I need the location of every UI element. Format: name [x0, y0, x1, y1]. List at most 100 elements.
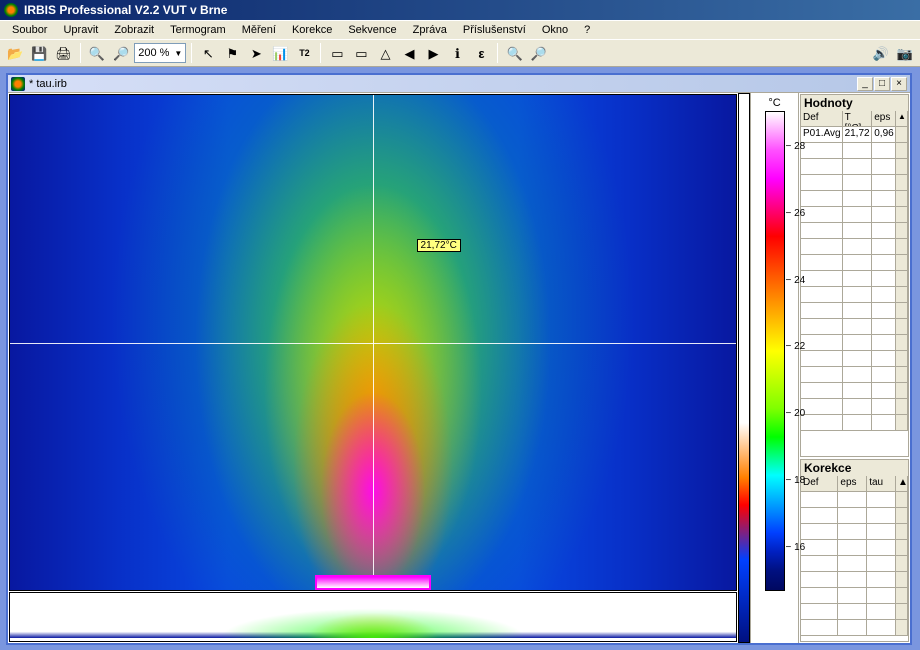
- col-tau[interactable]: tau: [867, 476, 896, 492]
- korekce-table[interactable]: Def eps tau ▲: [801, 476, 908, 641]
- save-button[interactable]: 💾: [28, 42, 50, 64]
- zoom-reset-button[interactable]: 🔎: [528, 42, 550, 64]
- scroll-track[interactable]: [896, 127, 908, 143]
- table-row[interactable]: [801, 383, 908, 399]
- menu-zobrazit[interactable]: Zobrazit: [106, 22, 162, 38]
- measurement-label[interactable]: 21,72°C: [417, 239, 461, 252]
- hodnoty-title: Hodnoty: [801, 95, 908, 111]
- table-row[interactable]: [801, 191, 908, 207]
- separator: [320, 43, 321, 63]
- hodnoty-table[interactable]: Def T [°C] eps ▲ P01.Avg21,720,96: [801, 111, 908, 456]
- window-buttons: _ □ ×: [857, 77, 907, 91]
- left-icon: ◀: [404, 47, 414, 60]
- table-row[interactable]: [801, 604, 908, 620]
- minimize-button[interactable]: _: [857, 77, 873, 91]
- table-row[interactable]: [801, 335, 908, 351]
- app-title: IRBIS Professional V2.2 VUT v Brne: [24, 3, 227, 17]
- table-row[interactable]: [801, 524, 908, 540]
- separator: [80, 43, 81, 63]
- menu-okno[interactable]: Okno: [534, 22, 576, 38]
- table-row[interactable]: [801, 399, 908, 415]
- scale-tick: − 28: [786, 141, 806, 152]
- col-t[interactable]: T [°C]: [843, 111, 873, 127]
- table-row[interactable]: [801, 159, 908, 175]
- rect-button[interactable]: ▭: [326, 42, 348, 64]
- table-row[interactable]: [801, 175, 908, 191]
- table-row[interactable]: [801, 143, 908, 159]
- menu-korekce[interactable]: Korekce: [284, 22, 340, 38]
- table-row[interactable]: [801, 415, 908, 431]
- pointer-button[interactable]: ➤: [245, 42, 267, 64]
- close-button[interactable]: ×: [891, 77, 907, 91]
- cell-t: 21,72: [843, 127, 873, 143]
- table-row[interactable]: [801, 572, 908, 588]
- menu-sekvence[interactable]: Sekvence: [340, 22, 404, 38]
- rect2-button[interactable]: ▭: [350, 42, 372, 64]
- table-row[interactable]: [801, 271, 908, 287]
- table-row[interactable]: [801, 223, 908, 239]
- right-button[interactable]: ▶: [422, 42, 444, 64]
- histogram-curve: [10, 596, 736, 638]
- zoom-fit-button[interactable]: 🔍: [503, 42, 525, 64]
- menu-help[interactable]: ?: [576, 22, 598, 38]
- print-button[interactable]: 🖨: [52, 42, 75, 64]
- heat-source: [315, 575, 431, 590]
- table-row[interactable]: [801, 287, 908, 303]
- left-button[interactable]: ◀: [398, 42, 420, 64]
- maximize-button[interactable]: □: [874, 77, 890, 91]
- table-row[interactable]: [801, 508, 908, 524]
- cursor-button[interactable]: ↖: [197, 42, 219, 64]
- color-scale-bar[interactable]: − 28− 26− 24− 22− 20− 18− 16: [765, 111, 785, 591]
- table-row[interactable]: [801, 367, 908, 383]
- table-row[interactable]: [801, 255, 908, 271]
- speaker-button[interactable]: 🔊: [870, 42, 892, 64]
- zoom-reset-icon: 🔎: [531, 47, 547, 60]
- table-row[interactable]: [801, 351, 908, 367]
- scroll-up-icon[interactable]: ▲: [896, 476, 908, 492]
- table-row[interactable]: [801, 207, 908, 223]
- mdi-workspace: * tau.irb _ □ × 21,72°C °C: [0, 66, 920, 650]
- menu-upravit[interactable]: Upravit: [55, 22, 106, 38]
- table-row[interactable]: [801, 620, 908, 636]
- triangle-icon: △: [380, 47, 390, 60]
- col-eps[interactable]: eps: [838, 476, 867, 492]
- side-histogram[interactable]: [738, 93, 750, 643]
- flag-button[interactable]: ⚑: [221, 42, 243, 64]
- zoom-combo[interactable]: 200 % ▼: [134, 43, 186, 63]
- scroll-up-icon[interactable]: ▲: [896, 111, 908, 127]
- color-scale-panel: °C − 28− 26− 24− 22− 20− 18− 16: [750, 93, 798, 643]
- i-button[interactable]: ℹ: [446, 42, 468, 64]
- zoom-in-button[interactable]: 🔍: [86, 42, 108, 64]
- camera-button[interactable]: 📷: [894, 42, 916, 64]
- table-row[interactable]: [801, 556, 908, 572]
- table-row[interactable]: P01.Avg21,720,96: [801, 127, 908, 143]
- bottom-histogram[interactable]: [9, 592, 737, 642]
- open-button[interactable]: 📂: [4, 42, 26, 64]
- t2-button[interactable]: T2: [293, 42, 315, 64]
- rectangle2-icon: ▭: [355, 47, 367, 60]
- table-row[interactable]: [801, 540, 908, 556]
- table-row[interactable]: [801, 239, 908, 255]
- print-icon: 🖨: [55, 47, 72, 60]
- menu-mereni[interactable]: Měření: [234, 22, 284, 38]
- table-row[interactable]: [801, 319, 908, 335]
- text-icon: T2: [299, 49, 310, 58]
- menu-prislusenstvi[interactable]: Příslušenství: [455, 22, 534, 38]
- table-row[interactable]: [801, 492, 908, 508]
- zoom-out-button[interactable]: 🔎: [110, 42, 132, 64]
- table-row[interactable]: [801, 588, 908, 604]
- chart-icon: 📊: [272, 47, 288, 60]
- menu-zprava[interactable]: Zpráva: [405, 22, 455, 38]
- menu-termogram[interactable]: Termogram: [162, 22, 234, 38]
- rectangle-icon: ▭: [331, 47, 343, 60]
- epsilon-button[interactable]: ε: [470, 42, 492, 64]
- triangle-button[interactable]: △: [374, 42, 396, 64]
- chart-button[interactable]: 📊: [269, 42, 291, 64]
- epsilon-icon: ε: [478, 47, 484, 60]
- scale-tick: − 16: [786, 542, 806, 553]
- menu-soubor[interactable]: Soubor: [4, 22, 55, 38]
- col-eps[interactable]: eps: [872, 111, 896, 127]
- table-row[interactable]: [801, 303, 908, 319]
- sub-window-titlebar[interactable]: * tau.irb _ □ ×: [8, 75, 910, 93]
- thermogram-image[interactable]: 21,72°C: [9, 94, 737, 591]
